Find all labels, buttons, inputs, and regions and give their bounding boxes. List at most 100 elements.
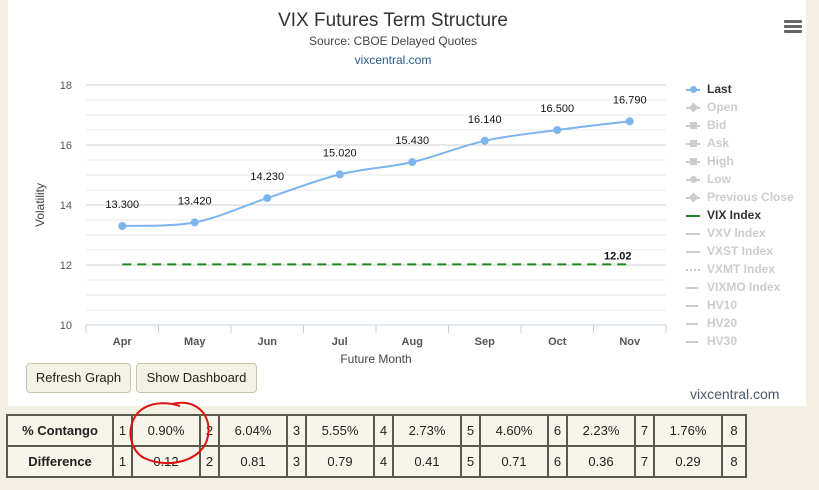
refresh-graph-button[interactable]: Refresh Graph xyxy=(26,363,131,393)
dash-dot-icon xyxy=(686,323,698,325)
legend-label: Last xyxy=(707,82,732,96)
row-label: Difference xyxy=(6,445,114,478)
month-index-cell: 6 xyxy=(547,414,568,447)
month-index-cell: 4 xyxy=(373,445,394,478)
x-tick-label: Jul xyxy=(332,336,348,348)
legend-item[interactable]: HV30 xyxy=(682,333,812,351)
legend-item[interactable]: VIX Index xyxy=(682,207,812,225)
value-cell: 0.36 xyxy=(566,445,636,478)
month-index-cell: 7 xyxy=(634,445,655,478)
contango-table: % Contango 1 0.90% 2 6.04% 3 5.55% 4 2.73% 5 4.60%… xyxy=(6,414,747,478)
legend-item[interactable]: Open xyxy=(682,99,812,117)
last-series-data-label: 16.500 xyxy=(540,103,574,115)
chart-plot-area: 10 12 14 16 18 Apr May Jun Jul Aug Sep Oct Nov Future… xyxy=(33,80,667,366)
legend-item[interactable]: Low xyxy=(682,171,812,189)
month-index-cell: 8 xyxy=(721,414,747,447)
x-tick-label: Aug xyxy=(402,336,423,348)
page-background-right xyxy=(806,0,819,406)
dash-dot-icon xyxy=(686,305,698,307)
month-index-cell: 5 xyxy=(460,445,481,478)
chart-site-link[interactable]: vixcentral.com xyxy=(354,53,432,67)
month-index-cell: 3 xyxy=(286,414,307,447)
footer-site-link[interactable]: vixcentral.com xyxy=(690,386,780,402)
legend-label: VXV Index xyxy=(707,226,766,240)
last-series-data-label: 15.430 xyxy=(395,135,429,147)
value-cell: 0.29 xyxy=(653,445,723,478)
legend-item[interactable]: Last xyxy=(682,81,812,99)
legend-item[interactable]: Ask xyxy=(682,135,812,153)
legend-item[interactable]: Previous Close xyxy=(682,189,812,207)
line-square-icon xyxy=(686,122,700,129)
last-series-point xyxy=(625,117,634,126)
legend-label: Previous Close xyxy=(707,190,794,204)
legend-item[interactable]: HV20 xyxy=(682,315,812,333)
last-series-point xyxy=(190,218,199,227)
dotted-icon xyxy=(686,269,700,271)
legend-label: Ask xyxy=(707,136,730,150)
month-index-cell: 4 xyxy=(373,414,394,447)
line-dot-icon xyxy=(686,176,700,183)
x-tick-label: May xyxy=(184,336,206,348)
last-series-point xyxy=(553,126,562,134)
legend-item[interactable]: HV10 xyxy=(682,297,812,315)
y-tick-label: 14 xyxy=(60,200,72,212)
legend-item[interactable]: VIXMO Index xyxy=(682,279,812,297)
line-dot-icon xyxy=(686,86,700,93)
y-tick-label: 10 xyxy=(60,320,72,332)
dash-dot-icon xyxy=(686,287,698,289)
value-cell: 4.60% xyxy=(479,414,549,447)
last-series-data-label: 15.020 xyxy=(323,147,357,159)
value-cell: 2.23% xyxy=(566,414,636,447)
legend-item[interactable]: High xyxy=(682,153,812,171)
hamburger-menu-icon[interactable] xyxy=(784,20,802,34)
value-cell: 6.04% xyxy=(218,414,288,447)
page-background-left xyxy=(0,0,8,406)
legend-label: HV10 xyxy=(707,298,738,312)
line-diamond-icon xyxy=(686,192,700,203)
value-cell: 2.73% xyxy=(392,414,462,447)
x-axis-title: Future Month xyxy=(340,352,411,366)
x-tick-label: Apr xyxy=(113,336,133,348)
legend-label: Bid xyxy=(707,118,727,132)
legend-item[interactable]: Bid xyxy=(682,117,812,135)
y-axis-title: Volatility xyxy=(33,183,47,227)
x-tick-label: Nov xyxy=(619,336,641,348)
red-circle-annotation xyxy=(129,401,210,465)
legend-item[interactable]: VXMT Index xyxy=(682,261,812,279)
row-label: % Contango xyxy=(6,414,114,447)
legend-label: Open xyxy=(707,100,738,114)
legend-label: High xyxy=(707,154,734,168)
y-tick-label: 18 xyxy=(60,80,72,92)
chart-panel: VIX Futures Term Structure Source: CBOE … xyxy=(8,0,806,406)
legend-item[interactable]: VXST Index xyxy=(682,243,812,261)
legend-label: HV20 xyxy=(707,316,738,330)
table-row: % Contango 1 0.90% 2 6.04% 3 5.55% 4 2.73% 5 4.60%… xyxy=(6,414,747,447)
last-series-point xyxy=(408,158,417,167)
legend-label: Low xyxy=(707,172,731,186)
month-index-cell: 1 xyxy=(112,445,133,478)
value-cell: 0.90% xyxy=(131,414,201,447)
last-series-point xyxy=(118,222,127,230)
value-cell: 0.71 xyxy=(479,445,549,478)
line-icon xyxy=(686,215,700,217)
x-tick-label: Sep xyxy=(475,336,495,348)
chart-legend: Last Open Bid Ask High Low Previous Close VIX I… xyxy=(682,81,812,351)
legend-item[interactable]: VXV Index xyxy=(682,225,812,243)
legend-label: HV30 xyxy=(707,334,738,348)
month-index-cell: 7 xyxy=(634,414,655,447)
line-icon xyxy=(686,233,700,235)
value-cell: 0.81 xyxy=(218,445,288,478)
last-series-data-label: 14.230 xyxy=(250,171,284,183)
last-series-point xyxy=(335,170,344,179)
y-tick-label: 12 xyxy=(60,260,72,272)
last-series-line xyxy=(122,120,630,227)
value-cell: 5.55% xyxy=(305,414,375,447)
legend-label: VIX Index xyxy=(707,208,762,222)
value-cell: 0.79 xyxy=(305,445,375,478)
table-row: Difference 1 0.12 2 0.81 3 0.79 4 0.41 5 0.71 6 0.36… xyxy=(6,445,747,478)
line-diamond-icon xyxy=(686,102,700,113)
vix-index-data-label: 12.02 xyxy=(604,250,632,262)
value-cell: 0.12 xyxy=(131,445,201,478)
chart-title: VIX Futures Term Structure xyxy=(278,10,508,31)
show-dashboard-button[interactable]: Show Dashboard xyxy=(136,363,257,393)
